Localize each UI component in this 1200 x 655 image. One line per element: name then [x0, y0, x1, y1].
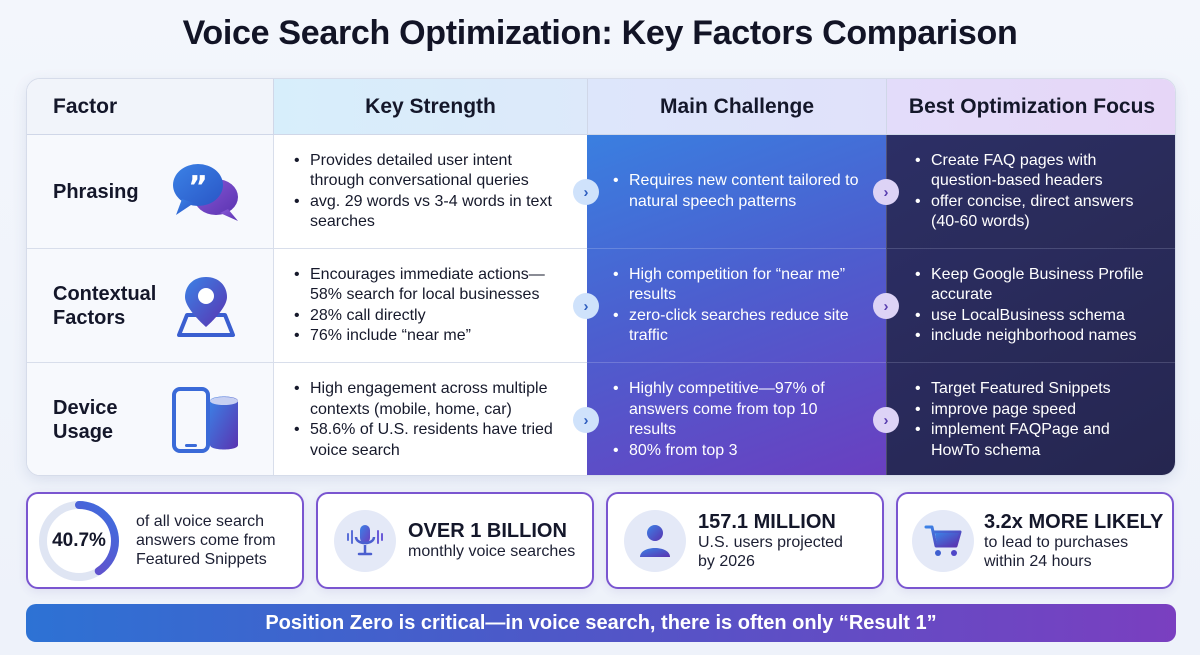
stat-card-monthly-searches: OVER 1 BILLION monthly voice searches [316, 492, 594, 589]
header-factor: Factor [27, 79, 273, 135]
chevron-right-icon: › [873, 407, 899, 433]
stat-card-purchases: 3.2x MORE LIKELY to lead to purchases wi… [896, 492, 1174, 589]
factor-name: Contextual Factors [53, 282, 157, 329]
bullet: High engagement across multiple contexts… [294, 379, 569, 420]
bullet: 76% include “near me” [294, 326, 569, 347]
location-pin-map-icon [169, 269, 243, 343]
progress-ring: 40.7% [36, 498, 122, 584]
microphone-icon [334, 509, 396, 572]
header-main-challenge: Main Challenge [587, 79, 886, 135]
factor-name: Device Usage [53, 397, 118, 443]
factor-name: Phrasing [53, 180, 139, 203]
progress-ring-arc [39, 500, 119, 581]
speech-bubbles-icon: ” [169, 155, 243, 229]
stat-card-us-users: 157.1 MILLION U.S. users projected by 20… [606, 492, 884, 589]
shopping-cart-icon [912, 509, 974, 572]
strength-cell-phrasing: Provides detailed user intent through co… [273, 135, 587, 249]
page-title: Voice Search Optimization: Key Factors C… [182, 14, 1018, 52]
stat-description: to lead to purchases within 24 hours [984, 533, 1129, 570]
header-optimization-focus: Best Optimization Focus [886, 79, 1175, 135]
bullet: 58.6% of U.S. residents have tried voice… [294, 420, 569, 461]
bullet: use LocalBusiness schema [915, 306, 1159, 327]
chevron-right-icon: › [573, 407, 599, 433]
bottom-banner: Position Zero is critical—in voice searc… [26, 604, 1176, 642]
strength-cell-device: High engagement across multiple contexts… [273, 363, 587, 475]
stat-description: of all voice search answers come from Fe… [136, 513, 276, 568]
bullet: zero-click searches reduce site traffic [613, 306, 868, 347]
factor-cell-device: Device Usage [27, 363, 273, 475]
stat-description: U.S. users projected by 2026 [698, 533, 843, 570]
challenge-cell-contextual: › High competition for “near me” results… [573, 249, 886, 363]
bullet: Encourages immediate actions—58% search … [294, 265, 569, 306]
bullet: offer concise, direct answers (40-60 wor… [915, 192, 1159, 233]
challenge-cell-phrasing: › Requires new content tailored to natur… [573, 135, 886, 249]
comparison-table: Factor Key Strength Main Challenge Best … [26, 78, 1176, 476]
stat-card-featured-snippets: 40.7% of all voice search answers come f… [26, 492, 304, 589]
focus-cell-device: › Target Featured Snippets improve page … [873, 363, 1175, 475]
bullet: Create FAQ pages with question-based hea… [915, 151, 1159, 192]
bullet: 28% call directly [294, 306, 569, 327]
header-key-strength: Key Strength [273, 79, 587, 135]
phone-smart-speaker-icon [169, 383, 243, 457]
focus-cell-phrasing: › Create FAQ pages with question-based h… [873, 135, 1175, 249]
chevron-right-icon: › [573, 179, 599, 205]
stat-headline: OVER 1 BILLION [408, 520, 567, 542]
svg-text:”: ” [188, 170, 208, 205]
bullet: Keep Google Business Profile accurate [915, 265, 1159, 306]
stat-headline: 157.1 MILLION [698, 510, 836, 533]
bullet: Requires new content tailored to natural… [613, 171, 868, 212]
chevron-right-icon: › [873, 179, 899, 205]
stat-value: 40.7% [52, 529, 106, 551]
factor-cell-phrasing: Phrasing ” [27, 135, 273, 249]
factor-cell-contextual: Contextual Factors [27, 249, 273, 363]
bullet: Target Featured Snippets [915, 379, 1159, 400]
bullet: avg. 29 words vs 3-4 words in text searc… [294, 192, 569, 233]
focus-cell-contextual: › Keep Google Business Profile accurate … [873, 249, 1175, 363]
bullet: Highly competitive—97% of answers come f… [613, 379, 868, 441]
stat-headline: 3.2x MORE LIKELY [984, 510, 1164, 533]
strength-cell-contextual: Encourages immediate actions—58% search … [273, 249, 587, 363]
chevron-right-icon: › [873, 293, 899, 319]
bullet: implement FAQPage and HowTo schema [915, 420, 1159, 461]
stat-description: monthly voice searches [408, 543, 576, 560]
bullet: High competition for “near me” results [613, 265, 868, 306]
challenge-cell-device: › Highly competitive—97% of answers come… [573, 363, 886, 475]
user-icon [624, 509, 686, 572]
bullet: 80% from top 3 [613, 441, 868, 462]
chevron-right-icon: › [573, 293, 599, 319]
bullet: Provides detailed user intent through co… [294, 151, 569, 192]
bullet: include neighborhood names [915, 326, 1159, 347]
bullet: improve page speed [915, 400, 1159, 421]
